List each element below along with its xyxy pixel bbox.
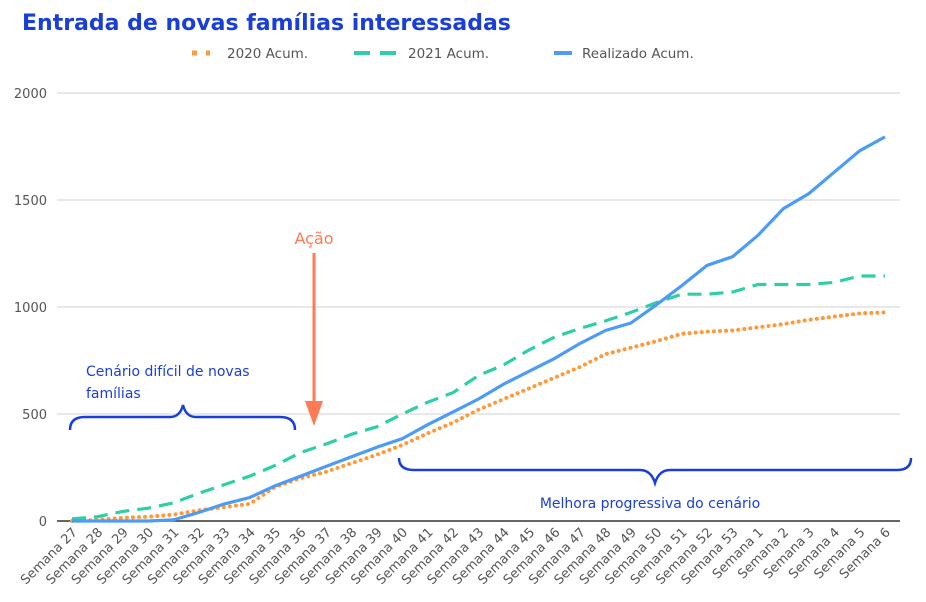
left-brace-label-line1: Cenário difícil de novas xyxy=(86,364,250,380)
y-tick-label: 1000 xyxy=(14,301,47,316)
y-tick-label: 2000 xyxy=(14,87,47,102)
series-line-1 xyxy=(71,274,885,521)
annotation-left-brace: Cenário difícil de novas famílias xyxy=(68,364,297,431)
left-brace-icon xyxy=(68,404,297,431)
series-line-2 xyxy=(72,135,886,523)
series-lines xyxy=(70,135,887,523)
legend-label: Realizado Acum. xyxy=(582,46,694,62)
chart-title: Entrada de novas famílias interessadas xyxy=(22,11,511,36)
y-tick-label: 1500 xyxy=(14,194,47,209)
legend-label: 2020 Acum. xyxy=(227,46,308,62)
y-tick-label: 0 xyxy=(39,515,47,530)
right-brace-icon xyxy=(397,457,913,488)
right-brace-label: Melhora progressiva do cenário xyxy=(540,496,760,512)
annotation-action: Ação xyxy=(294,229,334,426)
gridlines xyxy=(57,92,900,522)
legend: 2020 Acum. 2021 Acum. Realizado Acum. xyxy=(192,46,694,62)
left-brace-label-line2: famílias xyxy=(86,386,141,402)
action-arrowhead-icon xyxy=(305,401,323,426)
legend-label: 2021 Acum. xyxy=(408,46,489,62)
action-label: Ação xyxy=(294,229,333,248)
y-axis: 0 500 1000 1500 2000 xyxy=(14,87,47,530)
annotation-right-brace: Melhora progressiva do cenário xyxy=(397,457,913,512)
y-tick-label: 500 xyxy=(22,408,47,423)
